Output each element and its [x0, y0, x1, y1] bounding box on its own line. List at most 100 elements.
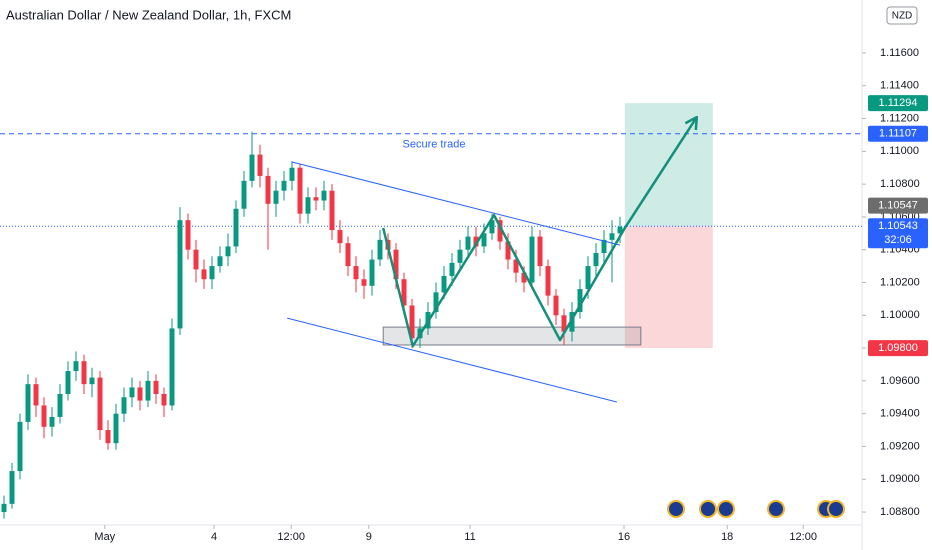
- price-badge-label: 1.11294: [879, 97, 918, 109]
- y-tick-label: 1.09200: [880, 440, 920, 452]
- candle-body: [353, 266, 359, 280]
- price-badge: [868, 125, 928, 142]
- candle-body: [217, 256, 223, 267]
- channel-line: [287, 317, 617, 403]
- y-tick-label: 1.11400: [880, 80, 919, 92]
- candle-body: [489, 220, 495, 234]
- candle-body: [153, 380, 159, 394]
- candle-body: [545, 266, 551, 296]
- y-tick-label: 1.09400: [880, 408, 920, 420]
- candle-body: [497, 220, 503, 242]
- candle-body: [529, 236, 535, 283]
- y-tick-label: 1.10000: [880, 309, 920, 321]
- candle-body: [361, 279, 367, 286]
- candle-body: [393, 249, 399, 280]
- y-tick-label: 1.10200: [880, 276, 920, 288]
- stop-zone: [624, 226, 713, 349]
- candle-body: [569, 312, 575, 332]
- x-tick-label: 12:00: [789, 531, 817, 543]
- x-tick-label: May: [94, 531, 115, 543]
- event-icons: [667, 500, 845, 518]
- y-tick-label: 1.08800: [880, 506, 920, 518]
- candle-body: [593, 252, 599, 267]
- candle-body: [201, 269, 207, 280]
- price-badge: [868, 340, 928, 357]
- candle-body: [321, 190, 327, 201]
- candle-body: [377, 239, 383, 260]
- candle-body: [337, 230, 343, 244]
- candle-body: [289, 167, 295, 181]
- candle-body: [241, 180, 247, 209]
- candle-body: [233, 208, 239, 247]
- y-tick-label: 1.09600: [880, 375, 920, 387]
- candle-body: [81, 361, 87, 385]
- candle-body: [537, 236, 543, 267]
- candle-body: [609, 233, 615, 240]
- candle-body: [409, 305, 415, 339]
- candle-body: [105, 430, 111, 444]
- pattern-path: [381, 116, 698, 348]
- candle-body: [9, 471, 15, 504]
- candle-body: [329, 190, 335, 231]
- price-badge-label: 1.11107: [879, 128, 917, 140]
- price-badge-label: 1.09800: [878, 342, 918, 354]
- candle-body: [65, 371, 71, 394]
- candle-body: [457, 249, 463, 263]
- candle-body: [521, 272, 527, 283]
- candle-body: [25, 384, 31, 422]
- x-tick-label: 12:00: [277, 531, 305, 543]
- candle-body: [129, 387, 135, 398]
- x-tick-label: 9: [366, 531, 372, 543]
- candle-body: [577, 289, 583, 313]
- candle-body: [433, 292, 439, 313]
- currency-label: NZD: [892, 11, 913, 22]
- candle-body: [57, 393, 63, 417]
- candle-body: [553, 295, 559, 316]
- candle-body: [585, 266, 591, 290]
- arrow-head: [684, 115, 699, 131]
- candle-body: [161, 393, 167, 406]
- x-tick-label: 11: [464, 531, 475, 543]
- candle-body: [505, 241, 511, 260]
- y-tick-label: 1.10800: [880, 178, 920, 190]
- y-tick-label: 1.11200: [880, 112, 919, 124]
- candle-body: [513, 259, 519, 273]
- candle-body: [137, 387, 143, 401]
- candle-body: [225, 246, 231, 257]
- candle-body: [73, 361, 79, 372]
- candle-body: [473, 236, 479, 247]
- candle-body: [113, 413, 119, 444]
- candle-body: [169, 328, 175, 406]
- price-badge: [868, 197, 928, 214]
- candle-body: [185, 220, 191, 250]
- candle-body: [145, 380, 151, 401]
- candle-body: [601, 239, 607, 253]
- candle-body: [297, 167, 303, 214]
- candle-body: [265, 175, 271, 204]
- x-tick-label: 18: [721, 531, 733, 543]
- price-badge: [868, 95, 928, 112]
- y-tick-label: 1.11600: [880, 47, 919, 59]
- candle-body: [121, 397, 127, 414]
- candle-body: [465, 236, 471, 250]
- candle-body: [449, 262, 455, 276]
- candle-body: [193, 249, 199, 270]
- candle-body: [401, 279, 407, 306]
- candle-body: [89, 377, 95, 385]
- plot: [0, 103, 862, 519]
- price-badge-label: 1.10543: [878, 220, 918, 232]
- price-badge-label: 1.10547: [878, 200, 918, 212]
- candle-body: [345, 243, 351, 267]
- price-timer: 32:06: [884, 234, 912, 246]
- candle-body: [617, 226, 623, 234]
- candle-body: [1, 503, 7, 513]
- candle-body: [41, 405, 47, 427]
- candle-body: [305, 197, 311, 214]
- candle-body: [33, 384, 39, 406]
- candle-body: [313, 197, 319, 201]
- currency-badge[interactable]: [886, 6, 918, 25]
- candle-body: [281, 180, 287, 191]
- candle-body: [273, 190, 279, 204]
- x-tick-label: 16: [618, 531, 630, 543]
